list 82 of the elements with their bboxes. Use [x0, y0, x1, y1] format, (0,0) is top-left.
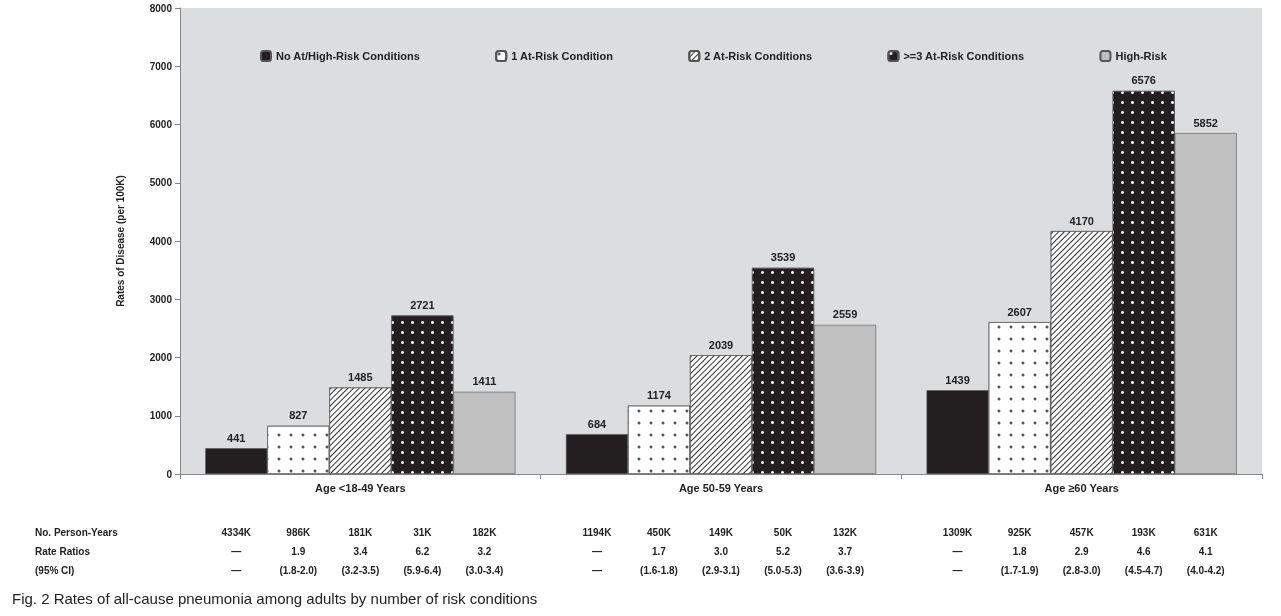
y-tick-label: 7000 [149, 60, 173, 72]
data-label: 3539 [770, 251, 796, 264]
text: — [231, 545, 242, 557]
text: (3.6-3.9) [826, 564, 864, 576]
text: 6.2 [415, 545, 430, 557]
text: 3.2 [477, 545, 492, 557]
text: (95% CI) [35, 564, 75, 576]
text: 1.7 [652, 545, 667, 557]
text: (3.2-3.5) [341, 564, 380, 576]
text: 1.9 [291, 545, 306, 557]
text: — [231, 564, 242, 576]
text: — [591, 564, 602, 576]
y-tick-label: 1000 [149, 410, 173, 422]
data-label: 1411 [472, 375, 497, 388]
y-tick-label: 0 [166, 468, 173, 480]
data-label: 2559 [832, 308, 858, 321]
text: 5.2 [776, 545, 791, 557]
text: 986K [286, 526, 312, 538]
data-label: 2039 [708, 338, 734, 351]
data-label: 684 [587, 417, 607, 430]
y-tick-label: 8000 [149, 2, 173, 14]
text: (3.0-3.4) [465, 564, 504, 576]
y-tick-label: 5000 [149, 177, 173, 189]
data-label: 2607 [1007, 305, 1032, 318]
text: 3.0 [714, 545, 729, 557]
text: 1309K [942, 526, 974, 538]
legend-label: No At/High-Risk Conditions [276, 50, 420, 62]
text: No. Person-Years [35, 526, 119, 538]
text: 181K [348, 526, 374, 538]
text: 4.1 [1198, 545, 1214, 557]
data-label: 5852 [1193, 116, 1218, 129]
text: (5.0-5.3) [764, 564, 802, 576]
text: 1194K [582, 526, 613, 538]
text: (1.6-1.8) [640, 564, 678, 576]
text: (2.9-3.1) [702, 564, 740, 576]
data-label: 1485 [348, 371, 373, 383]
text: (1.8-2.0) [279, 564, 318, 576]
legend-label: High-Risk [1115, 50, 1168, 62]
y-tick-label: 4000 [149, 235, 173, 247]
data-label: 1174 [647, 389, 672, 402]
text: 182K [472, 526, 498, 538]
x-tick-label: Age 50-59 Years [678, 481, 764, 494]
text: 3.4 [353, 545, 368, 557]
text: (2.8-3.0) [1062, 564, 1101, 576]
data-label: 441 [227, 431, 246, 444]
y-tick-label: 6000 [149, 119, 173, 130]
text: 4.6 [1136, 545, 1152, 557]
data-label: 1439 [945, 373, 970, 386]
text: 450K [647, 526, 672, 538]
text: — [952, 564, 963, 576]
text: (4.5-4.7) [1124, 564, 1163, 576]
text: 149K [709, 526, 734, 538]
text: 2.9 [1074, 545, 1090, 557]
text: 31K [413, 526, 433, 538]
text: 925K [1007, 526, 1033, 538]
y-axis-title: Rates of Disease (per 100K) [114, 175, 126, 307]
data-label: 2721 [410, 299, 435, 311]
caption: Fig. 2 Rates of all-cause pneumonia among adults by number of risk conditions [12, 589, 538, 607]
text: — [591, 545, 602, 557]
text: 50K [773, 526, 793, 538]
data-label: 6576 [1131, 74, 1156, 87]
text: 4334K [221, 526, 252, 538]
text: (5.9-6.4) [403, 564, 442, 576]
text: 1.8 [1012, 545, 1028, 557]
data-label: 827 [289, 409, 308, 422]
text: — [952, 545, 963, 557]
y-tick-label: 2000 [149, 352, 173, 363]
text: (1.7-1.9) [1000, 564, 1039, 576]
text: 631K [1193, 526, 1219, 538]
legend-label: >=3 At-Risk Conditions [903, 50, 1025, 62]
text: (4.0-4.2) [1186, 564, 1225, 576]
text: Rate Ratios [35, 545, 91, 557]
data-label: 4170 [1069, 214, 1094, 227]
legend-label: 2 At-Risk Conditions [704, 50, 813, 62]
text: 132K [833, 526, 858, 538]
text: 193K [1131, 526, 1157, 538]
text: 3.7 [838, 545, 853, 557]
x-tick-label: Age ≥60 Years [1044, 481, 1119, 494]
text: 457K [1069, 526, 1095, 538]
y-tick-label: 3000 [149, 293, 173, 305]
x-tick-label: Age <18-49 Years [315, 481, 406, 494]
legend-label: 1 At-Risk Condition [511, 50, 614, 62]
